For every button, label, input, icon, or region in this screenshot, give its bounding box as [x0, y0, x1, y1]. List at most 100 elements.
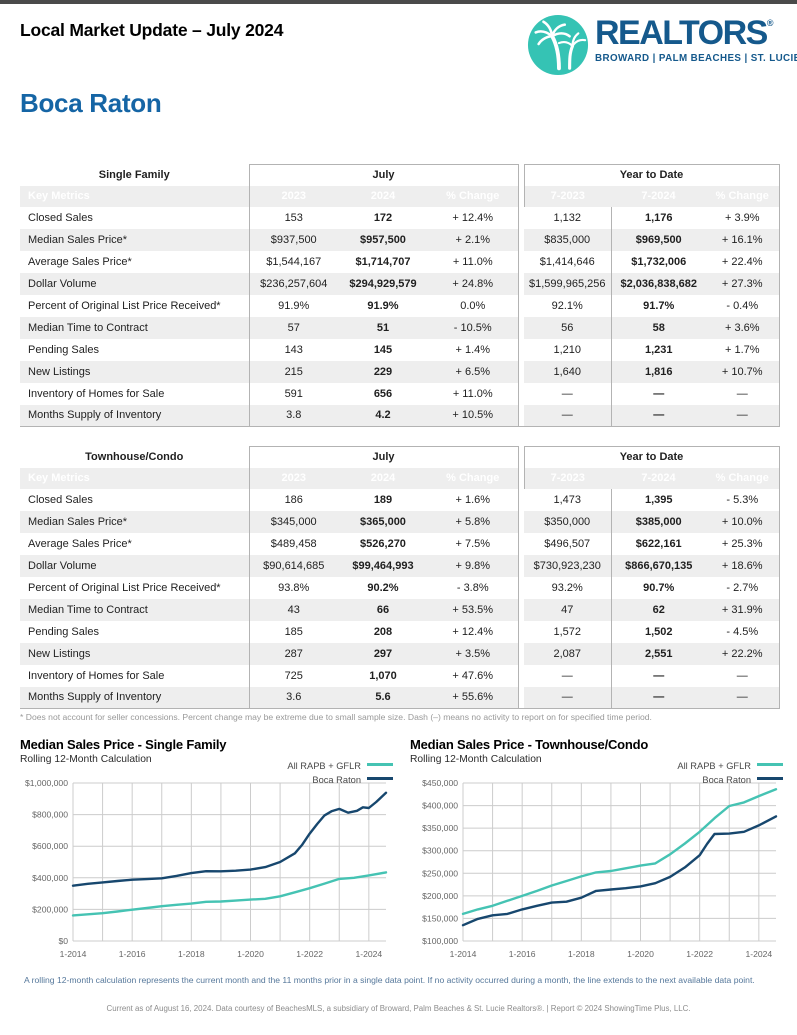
metric-value: 1,572 [553, 625, 582, 638]
table-column-header: Key Metrics 2023 2024 % Change 7-2023 7-… [20, 467, 780, 489]
metric-value: $385,000 [610, 510, 706, 533]
metric-value: + 9.8% [428, 554, 519, 577]
legend-line-swatch [367, 763, 393, 766]
metric-value: $937,500 [248, 228, 338, 251]
table-row: Dollar Volume $236,257,604 $294,929,579 + 2… [20, 272, 780, 295]
metric-value: 186 [248, 488, 338, 511]
metric-value: $1,599,965,256 [524, 272, 611, 295]
metric-label: Closed Sales [28, 493, 93, 506]
line-chart-townhouse-condo: $100,000 $150,000 $200,000 $250,000 $300,000… [422, 778, 778, 959]
table-row: Months Supply of Inventory 3.8 4.2 + 10.5% —… [20, 404, 780, 427]
metric-value: 1,473 [553, 493, 582, 506]
metric-value: 208 [373, 625, 393, 638]
metric-value: 1,502 [610, 620, 706, 643]
svg-text:$600,000: $600,000 [32, 841, 68, 851]
metric-value: 725 [248, 664, 338, 687]
metric-value: 2,087 [524, 642, 611, 665]
metric-value: + 3.6% [706, 316, 780, 339]
metric-value: — [524, 686, 611, 709]
ytd-group-label: Year to Date [523, 446, 780, 468]
table-row: Months Supply of Inventory 3.6 5.6 + 55.6% —… [20, 686, 780, 709]
table-row: Closed Sales 153 172 + 12.4% 1,132 1,176 + 3.9… [20, 206, 780, 229]
metric-value: $622,161 [610, 532, 706, 555]
rolling-calculation-note: A rolling 12-month calculation represent… [24, 975, 755, 985]
table-row: Median Sales Price* $345,000 $365,000 + 5.8… [20, 510, 780, 533]
table-row: New Listings 287 297 + 3.5% 2,087 2,551 + 22.2… [20, 642, 780, 665]
metric-value: 91.9% [248, 294, 338, 317]
metric-value: $365,000 [338, 510, 428, 533]
metric-value: + 16.1% [706, 228, 780, 251]
metric-value: 189 [373, 493, 393, 506]
metric-value: 1,640 [524, 360, 611, 383]
metric-label: Inventory of Homes for Sale [28, 669, 165, 682]
metric-value: $99,464,993 [338, 554, 428, 577]
metric-label: Closed Sales [28, 211, 93, 224]
svg-text:$400,000: $400,000 [422, 801, 458, 811]
chart-title: Median Sales Price - Townhouse/Condo [410, 737, 649, 752]
svg-text:$100,000: $100,000 [422, 936, 458, 946]
metric-label: Percent of Original List Price Received* [28, 581, 221, 594]
page-title: Local Market Update – July 2024 [20, 20, 284, 40]
report-footer: Current as of August 16, 2024. Data cour… [106, 1004, 691, 1013]
svg-text:$400,000: $400,000 [32, 873, 68, 883]
brand-regions: BROWARD | PALM BEACHES | ST. LUCIE [595, 53, 797, 64]
svg-text:1-2016: 1-2016 [509, 949, 536, 959]
legend-line-swatch [367, 777, 393, 780]
table-row: Pending Sales 185 208 + 12.4% 1,572 1,502- 4.… [20, 620, 780, 643]
metric-value: 172 [373, 211, 393, 224]
table-column-header: Key Metrics 2023 2024 % Change 7-2023 7-… [20, 185, 780, 207]
svg-text:$450,000: $450,000 [422, 778, 458, 788]
metric-value: — [524, 404, 611, 427]
table-row: Average Sales Price* $1,544,167 $1,714,707… [20, 250, 780, 273]
metric-value: — [610, 382, 706, 405]
metric-value: + 47.6% [428, 664, 519, 687]
metric-value: 1,070 [369, 669, 397, 682]
metric-value: 62 [610, 598, 706, 621]
metric-value: 229 [338, 360, 428, 383]
svg-text:1-2024: 1-2024 [745, 949, 772, 959]
metric-value: 185 [248, 620, 338, 643]
metric-value: 1,210 [553, 343, 582, 356]
metric-value: + 3.5% [428, 642, 519, 665]
metric-value: + 53.5% [428, 598, 519, 621]
table-footnote: * Does not account for seller concession… [20, 712, 652, 722]
metric-label: Pending Sales [28, 625, 99, 638]
metric-value: + 12.4% [428, 206, 519, 229]
metric-value: 1,816 [610, 360, 706, 383]
metric-value: + 3.9% [706, 206, 780, 229]
metric-value: 145 [373, 343, 393, 356]
legend-item: All RAPB + GFLR [287, 759, 393, 773]
metric-label: Median Sales Price* [20, 228, 249, 251]
line-chart-single-family: $0 $200,000 $400,000 $600,000 $800,000 $1,000… [25, 778, 388, 959]
metric-value: $350,000 [524, 510, 611, 533]
metric-value: + 1.6% [428, 488, 519, 511]
table-row: Median Sales Price* $937,500 $957,500 + 2.1… [20, 228, 780, 251]
svg-text:1-2014: 1-2014 [60, 949, 87, 959]
metric-value: 91.9% [367, 299, 399, 312]
july-group-label: July [248, 164, 519, 186]
metric-value: - 4.5% [706, 620, 780, 643]
metric-value: $969,500 [610, 228, 706, 251]
metric-value: - 0.4% [706, 294, 780, 317]
metric-value: 93.8% [248, 576, 338, 599]
metric-value: + 10.5% [428, 404, 519, 427]
metric-label: Percent of Original List Price Received* [28, 299, 221, 312]
metric-value: 43 [248, 598, 338, 621]
svg-text:1-2022: 1-2022 [296, 949, 323, 959]
metric-value: 4.2 [338, 404, 428, 427]
metric-label: Pending Sales [28, 343, 99, 356]
metric-value: — [610, 686, 706, 709]
table-row: Inventory of Homes for Sale 591 656 + 11.0%… [20, 382, 780, 405]
chart-townhouse-condo: Median Sales Price - Townhouse/Condo Rol… [410, 737, 785, 967]
city-title: Boca Raton [20, 88, 162, 118]
metric-value: - 5.3% [706, 488, 780, 511]
metric-value: 297 [338, 642, 428, 665]
metric-label: New Listings [20, 360, 249, 383]
metric-value: $730,923,230 [524, 554, 611, 577]
legend-item: Boca Raton [677, 773, 783, 787]
metric-value: 90.2% [367, 581, 399, 594]
metric-value: + 11.0% [428, 250, 519, 273]
metric-value: + 22.2% [706, 642, 780, 665]
metric-value: $236,257,604 [248, 272, 338, 295]
